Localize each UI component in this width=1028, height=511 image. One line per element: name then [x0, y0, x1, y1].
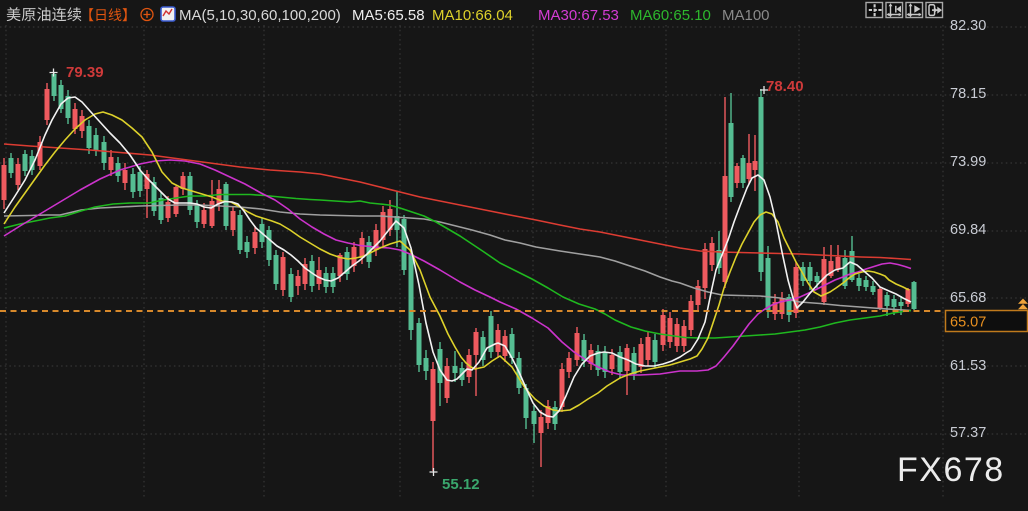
- svg-text:FX678: FX678: [897, 451, 1005, 489]
- svg-text:65.68: 65.68: [950, 290, 986, 306]
- svg-text:MA10:66.04: MA10:66.04: [432, 7, 513, 24]
- svg-text:55.12: 55.12: [442, 476, 480, 493]
- svg-text:MA5:65.58: MA5:65.58: [352, 7, 425, 24]
- svg-text:73.99: 73.99: [950, 154, 986, 170]
- svg-text:MA(5,10,30,60,100,200): MA(5,10,30,60,100,200): [179, 7, 341, 24]
- svg-text:MA100: MA100: [722, 7, 770, 24]
- svg-text:MA60:65.10: MA60:65.10: [630, 7, 711, 24]
- svg-text:65.07: 65.07: [950, 315, 986, 331]
- svg-text:MA30:67.53: MA30:67.53: [538, 7, 619, 24]
- svg-text:69.84: 69.84: [950, 222, 986, 238]
- svg-text:61.53: 61.53: [950, 358, 986, 374]
- svg-text:79.39: 79.39: [66, 64, 104, 81]
- svg-text:82.30: 82.30: [950, 18, 986, 34]
- svg-text:78.15: 78.15: [950, 86, 986, 102]
- svg-text:57.37: 57.37: [950, 425, 986, 441]
- svg-text:78.40: 78.40: [766, 78, 804, 95]
